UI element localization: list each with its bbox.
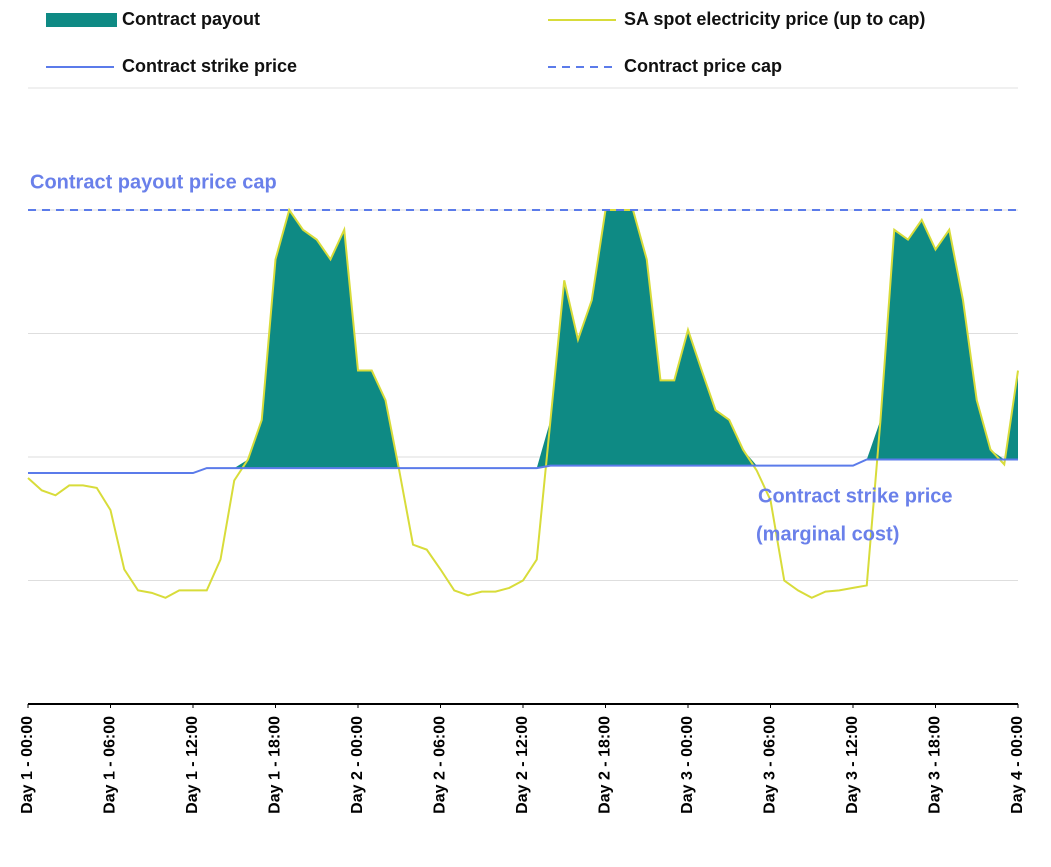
- price-line: [27, 207, 1019, 599]
- x-tick-label: Day 2 - 12:00: [514, 716, 531, 814]
- x-tick-label: Day 3 - 06:00: [762, 716, 779, 814]
- payout-area: [28, 210, 1018, 474]
- x-tick-label: Day 1 - 00:00: [19, 716, 36, 814]
- legend-label: Contract strike price: [122, 56, 297, 76]
- x-tick-label: Day 3 - 12:00: [844, 716, 861, 814]
- x-tick-label: Day 4 - 00:00: [1009, 716, 1026, 814]
- annotation: (marginal cost): [756, 523, 899, 545]
- strike-line: [28, 458, 1018, 475]
- annotation: Contract strike price: [758, 485, 953, 507]
- legend-label: SA spot electricity price (up to cap): [624, 9, 925, 29]
- x-tick-label: Day 1 - 18:00: [267, 716, 284, 814]
- x-tick-label: Day 2 - 00:00: [349, 716, 366, 814]
- legend-label: Contract payout: [122, 9, 260, 29]
- x-tick-label: Day 1 - 06:00: [102, 716, 119, 814]
- annotation: Contract payout price cap: [30, 171, 277, 193]
- x-tick-label: Day 1 - 12:00: [184, 716, 201, 814]
- x-tick-label: Day 3 - 18:00: [927, 716, 944, 814]
- x-tick-label: Day 2 - 18:00: [597, 716, 614, 814]
- legend-swatch: [46, 13, 117, 27]
- legend-label: Contract price cap: [624, 56, 782, 76]
- x-tick-label: Day 2 - 06:00: [432, 716, 449, 814]
- x-tick-label: Day 3 - 00:00: [679, 716, 696, 814]
